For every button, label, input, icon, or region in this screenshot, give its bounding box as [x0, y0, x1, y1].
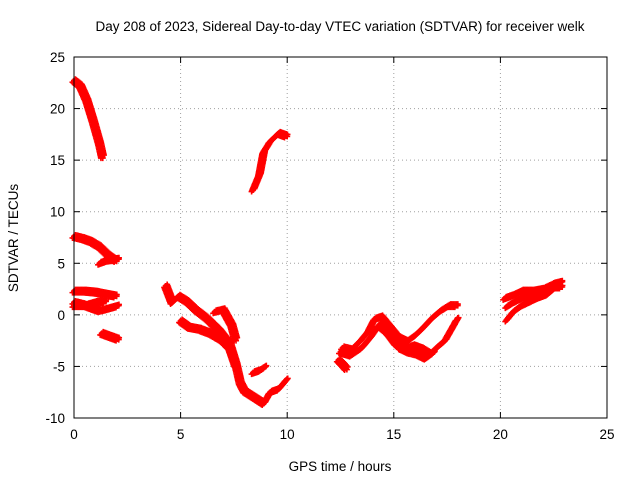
data-point-marker [431, 348, 438, 355]
axis-ticks: 0 5 10 15 20 25 -10 -5 0 5 10 15 20 25 [45, 50, 614, 442]
x-tick-label: 25 [599, 427, 614, 442]
y-tick-label: 20 [50, 102, 65, 117]
data-point-marker [454, 302, 461, 309]
x-tick-label: 20 [493, 427, 508, 442]
x-tick-label: 10 [280, 427, 295, 442]
data-point-marker [102, 298, 109, 305]
plot-area-border [73, 56, 608, 419]
x-tick-label: 5 [177, 427, 185, 442]
data-point-marker [115, 302, 122, 309]
y-tick-label: 10 [50, 205, 65, 220]
x-tick-label: 0 [70, 427, 78, 442]
x-axis-label: GPS time / hours [289, 459, 392, 474]
y-tick-label: -10 [45, 411, 65, 426]
series-7 [97, 328, 123, 344]
data-point-marker [284, 375, 291, 382]
data-point-marker [262, 363, 269, 370]
x-tick-label: 15 [386, 427, 401, 442]
y-tick-label: -5 [53, 359, 65, 374]
data-point-marker [454, 314, 461, 321]
series-13 [333, 355, 351, 373]
data-point-marker [233, 363, 240, 370]
y-tick-label: 5 [57, 256, 65, 271]
data-point-marker [233, 337, 240, 344]
y-tick-label: 0 [57, 308, 65, 323]
series-6 [69, 297, 110, 311]
data-point-marker [552, 282, 559, 289]
y-axis-label: SDTVAR / TECUs [6, 184, 21, 293]
series-11 [210, 305, 241, 344]
series-16 [395, 343, 438, 363]
grid-lines [74, 57, 607, 418]
series-10 [176, 316, 241, 370]
series-12 [248, 362, 270, 378]
chart-title: Day 208 of 2023, Sidereal Day-to-day VTE… [96, 19, 585, 34]
series-4 [69, 286, 120, 301]
series-8 [248, 128, 291, 195]
data-point-marker [100, 152, 107, 159]
data-point-marker [234, 334, 241, 341]
data-point-marker [99, 155, 106, 162]
y-tick-label: 25 [50, 50, 65, 65]
data-point-marker [234, 360, 241, 367]
series-19 [502, 282, 560, 312]
y-tick-label: 15 [50, 153, 65, 168]
data-point-marker [559, 284, 566, 291]
data-point-marker [115, 336, 122, 343]
data-point-marker [343, 366, 350, 373]
series-3 [95, 254, 122, 268]
data-point-marker [284, 133, 291, 140]
data-points [69, 76, 566, 409]
data-point-marker [115, 256, 122, 263]
series-2 [69, 231, 121, 265]
data-point-marker [113, 293, 120, 300]
